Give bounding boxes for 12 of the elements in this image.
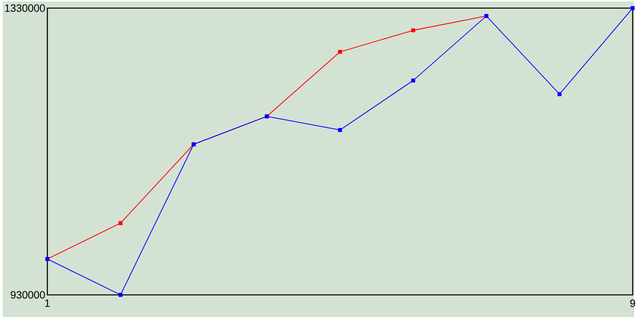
point [118,292,123,297]
point [118,221,123,226]
x-tick-label: 9 [630,299,636,307]
x-tick-label: 1 [45,299,50,307]
y-tick-label: 1330000 [5,4,45,12]
y-tick-label: 930000 [10,291,45,298]
point [338,128,342,132]
point [411,78,416,82]
point [630,6,635,10]
point [338,50,342,54]
point [411,28,416,32]
point [558,92,562,96]
